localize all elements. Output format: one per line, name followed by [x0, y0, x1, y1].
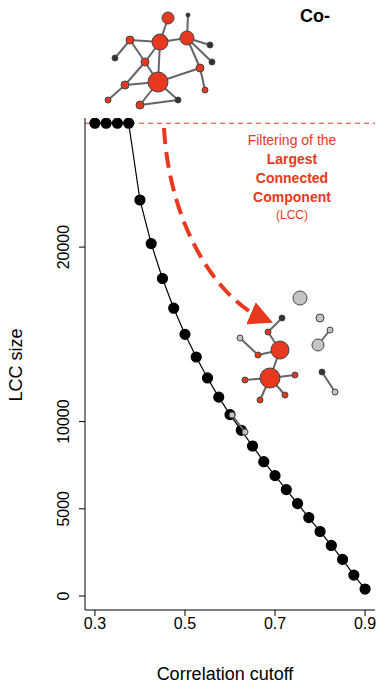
svg-text:0.5: 0.5: [174, 615, 196, 632]
svg-text:0.3: 0.3: [84, 615, 106, 632]
svg-text:Co-: Co-: [300, 6, 330, 26]
svg-text:0: 0: [55, 591, 72, 600]
svg-text:Largest: Largest: [267, 151, 318, 167]
svg-text:0.7: 0.7: [264, 615, 286, 632]
svg-text:(LCC): (LCC): [276, 208, 308, 222]
svg-text:5000: 5000: [55, 491, 72, 527]
svg-text:LCC size: LCC size: [6, 328, 26, 401]
svg-text:Component: Component: [253, 189, 331, 205]
svg-text:10000: 10000: [55, 399, 72, 444]
svg-text:20000: 20000: [55, 225, 72, 270]
svg-text:Correlation cutoff: Correlation cutoff: [157, 664, 295, 684]
svg-text:0.9: 0.9: [354, 615, 376, 632]
svg-text:Filtering of the: Filtering of the: [248, 132, 337, 148]
svg-text:Connected: Connected: [256, 170, 328, 186]
